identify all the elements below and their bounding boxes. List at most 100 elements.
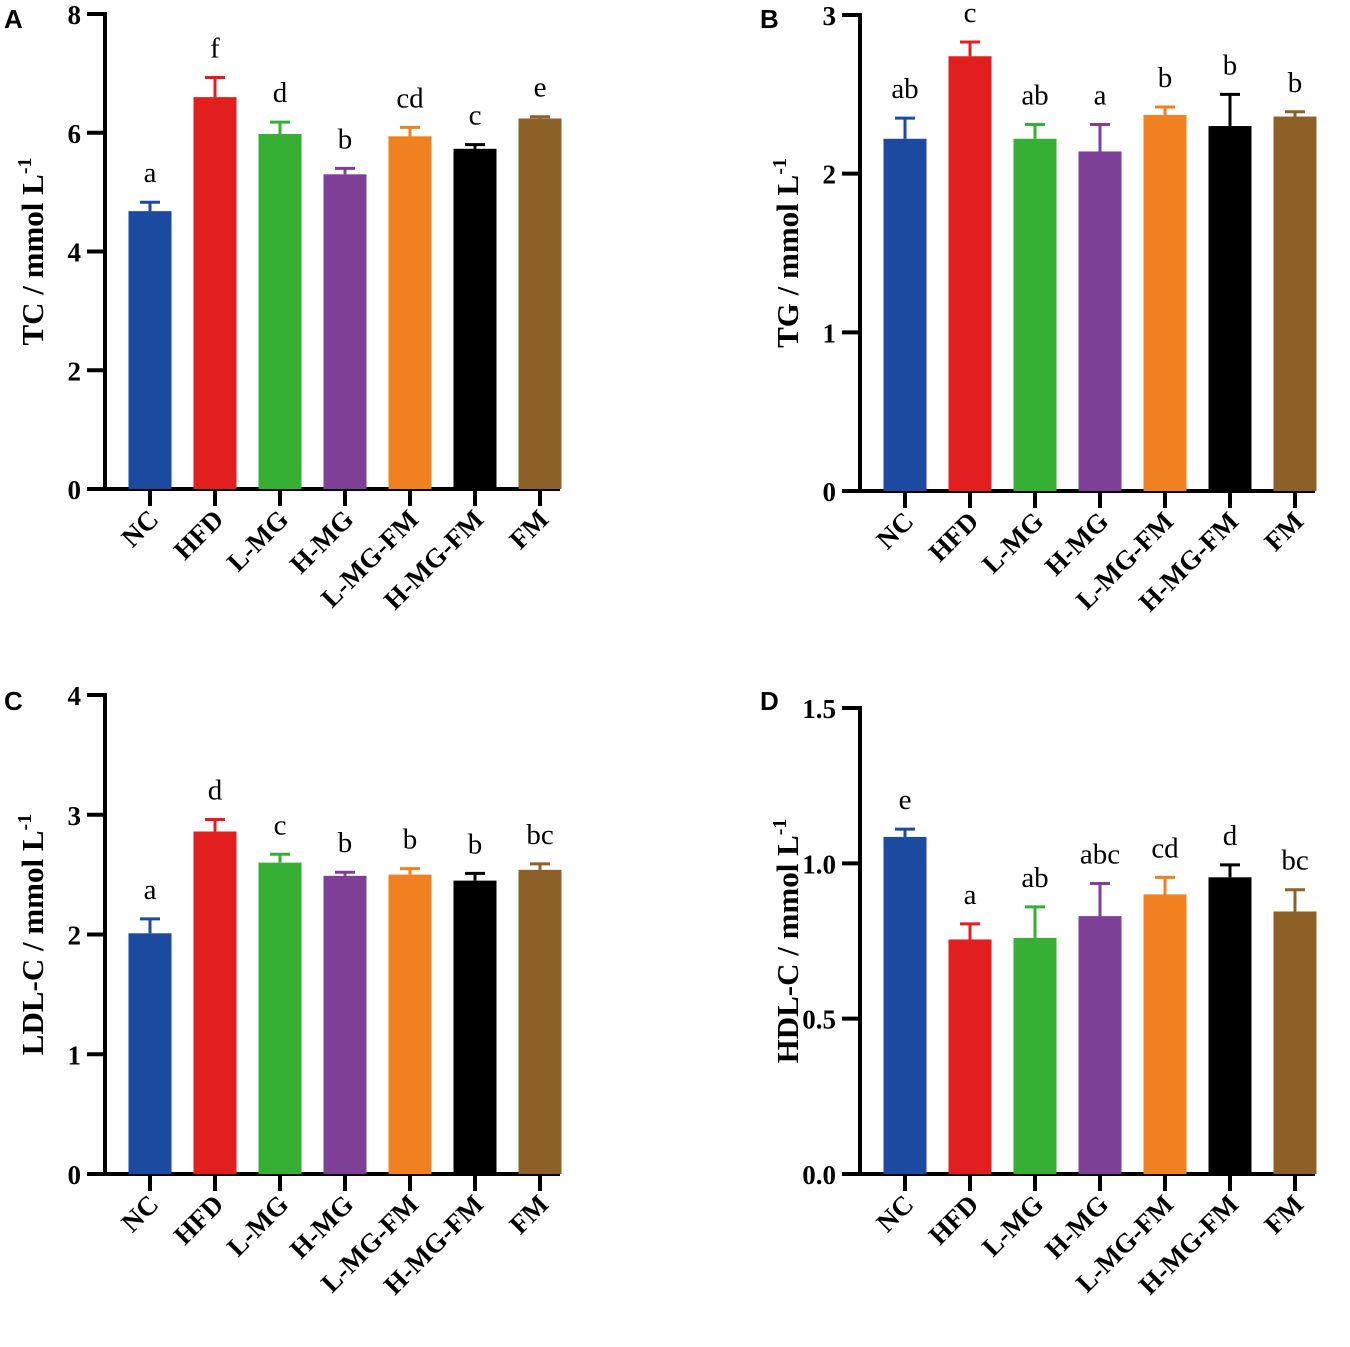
x-tick-label: NC	[115, 1189, 164, 1238]
y-tick-label: 4	[68, 681, 82, 711]
bar-L-MG-FM	[388, 874, 432, 1174]
y-tick-label: 3	[68, 801, 82, 831]
panel-letter: B	[760, 4, 779, 34]
x-tick-label: NC	[115, 504, 164, 553]
bar-H-MG	[323, 875, 367, 1174]
significance-label: c	[469, 100, 482, 132]
panel-letter: C	[4, 686, 23, 716]
bar-FM	[1273, 911, 1317, 1174]
significance-label: cd	[1151, 832, 1179, 864]
significance-label: b	[468, 828, 483, 860]
y-axis-label: LDL-C / mmol L-1	[14, 814, 50, 1055]
x-tick-label: FM	[503, 1189, 554, 1240]
bar-H-MG-FM	[1208, 877, 1252, 1174]
y-tick-label: 2	[823, 160, 837, 190]
x-tick-label: L-MG	[976, 506, 1049, 579]
x-tick-label: L-MG	[221, 504, 294, 577]
bar-H-MG	[1078, 151, 1122, 491]
y-tick-label: 1	[823, 318, 837, 348]
x-tick-label: L-MG	[221, 1189, 294, 1262]
significance-label: ab	[1021, 862, 1048, 894]
y-tick-label: 8	[68, 0, 82, 30]
y-axis-label-superscript: -1	[769, 819, 791, 836]
y-axis-label-superscript: -1	[14, 814, 36, 831]
significance-label: d	[273, 77, 288, 109]
bar-L-MG	[1013, 937, 1057, 1174]
y-axis-label: TG / mmol L-1	[769, 158, 805, 348]
y-tick-label: 6	[68, 119, 82, 149]
significance-label: abc	[1080, 839, 1120, 871]
x-tick-label: NC	[870, 1189, 919, 1238]
significance-label: a	[144, 157, 157, 189]
y-tick-label: 0	[823, 477, 837, 507]
significance-label: a	[1094, 79, 1107, 111]
bar-H-MG-FM	[1208, 126, 1252, 492]
y-axis-label-superscript: -1	[14, 157, 36, 174]
bar-FM	[518, 118, 562, 489]
bar-HFD	[948, 56, 992, 492]
bar-H-MG	[323, 174, 367, 489]
bar-L-MG	[258, 862, 302, 1174]
y-tick-label: 0	[68, 1160, 82, 1190]
panel-letter: D	[760, 686, 779, 716]
y-tick-label: 0	[68, 475, 82, 505]
significance-label: d	[208, 775, 223, 807]
significance-label: b	[1223, 49, 1238, 81]
bar-NC	[128, 211, 172, 489]
bar-NC	[883, 138, 927, 491]
bar-L-MG	[258, 133, 302, 489]
y-tick-label: 0.0	[802, 1160, 836, 1190]
significance-label: c	[964, 0, 977, 29]
significance-label: bc	[1281, 845, 1308, 877]
bar-H-MG	[1078, 916, 1122, 1174]
significance-label: ab	[891, 73, 918, 105]
significance-label: b	[338, 827, 353, 859]
significance-label: e	[899, 784, 912, 816]
bar-H-MG-FM	[453, 880, 497, 1174]
significance-label: a	[964, 879, 977, 911]
bar-L-MG-FM	[1143, 114, 1187, 492]
bar-L-MG-FM	[1143, 894, 1187, 1174]
x-tick-label: L-MG	[976, 1189, 1049, 1262]
y-tick-label: 3	[823, 1, 837, 31]
significance-label: ab	[1021, 79, 1048, 111]
y-tick-label: 1.5	[802, 694, 836, 724]
y-axis-label: TC / mmol L-1	[14, 157, 50, 345]
significance-label: b	[1158, 62, 1173, 94]
significance-label: bc	[526, 819, 553, 851]
y-axis-label-superscript: -1	[769, 158, 791, 175]
y-tick-label: 0.5	[802, 1005, 836, 1035]
significance-label: d	[1223, 820, 1238, 852]
bar-FM	[518, 869, 562, 1174]
y-tick-label: 2	[68, 921, 82, 951]
bar-HFD	[193, 831, 237, 1174]
bar-HFD	[948, 939, 992, 1174]
significance-label: a	[144, 874, 157, 906]
bar-NC	[883, 836, 927, 1174]
x-tick-label: FM	[1258, 1189, 1309, 1240]
significance-label: c	[274, 809, 287, 841]
y-tick-label: 4	[68, 238, 82, 268]
bar-H-MG-FM	[453, 148, 497, 489]
significance-label: e	[534, 72, 547, 104]
bar-L-MG	[1013, 138, 1057, 491]
x-tick-label: FM	[503, 504, 554, 555]
significance-label: cd	[396, 82, 424, 114]
x-tick-label: NC	[870, 506, 919, 555]
y-axis-label: HDL-C / mmol L-1	[769, 819, 805, 1064]
bar-L-MG-FM	[388, 136, 432, 489]
bar-FM	[1273, 116, 1317, 492]
bar-HFD	[193, 97, 237, 489]
y-tick-label: 1	[68, 1040, 82, 1070]
panel-letter: A	[4, 4, 23, 34]
significance-label: b	[1288, 67, 1303, 99]
bar-NC	[128, 933, 172, 1174]
significance-label: b	[403, 824, 418, 856]
x-tick-label: FM	[1258, 506, 1309, 557]
significance-label: f	[210, 33, 220, 65]
